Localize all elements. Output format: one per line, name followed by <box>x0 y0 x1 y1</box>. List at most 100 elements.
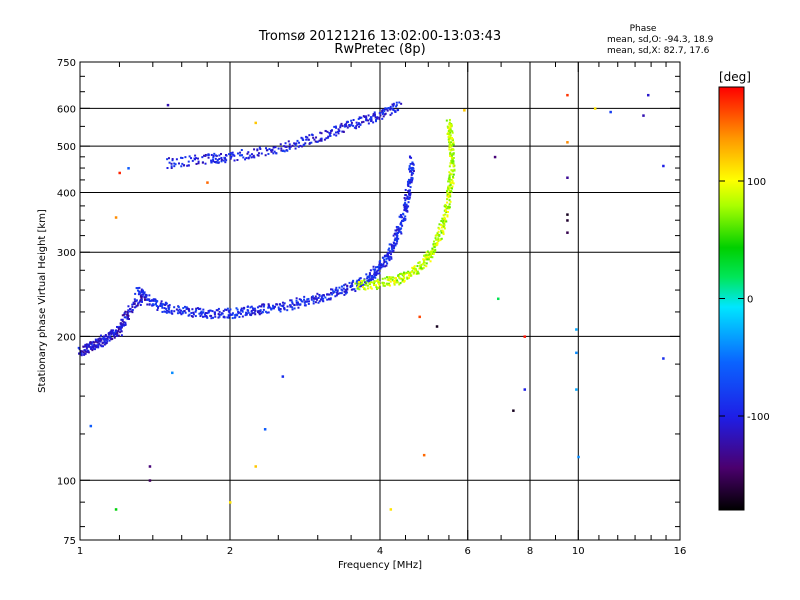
echo-point <box>425 262 428 265</box>
echo-point <box>380 264 383 267</box>
echo-point <box>244 158 247 161</box>
echo-point <box>392 109 395 112</box>
echo-point <box>355 280 358 283</box>
echo-point <box>391 107 394 110</box>
echo-point <box>449 162 452 165</box>
echo-point <box>229 308 232 311</box>
phase-stats-x: mean, sd,X: 82.7, 17.6 <box>607 46 710 56</box>
echo-point <box>369 279 372 282</box>
echo-point <box>394 244 397 247</box>
echo-point <box>196 157 199 160</box>
echo-point <box>245 313 248 316</box>
echo-point <box>181 162 184 165</box>
echo-point <box>249 306 252 309</box>
echo-point <box>171 159 174 162</box>
echo-point <box>430 252 433 255</box>
echo-point <box>168 304 171 307</box>
echo-point <box>251 312 254 315</box>
echo-point <box>364 288 367 291</box>
echo-point <box>385 264 388 267</box>
scatter-point <box>512 409 515 412</box>
echo-point <box>367 122 370 125</box>
echo-point <box>395 105 398 108</box>
echo-point <box>316 140 319 143</box>
echo-point <box>452 162 455 165</box>
echo-point <box>383 113 386 116</box>
echo-point <box>197 307 200 310</box>
echo-point <box>250 156 253 159</box>
echo-point <box>450 156 453 159</box>
echo-point <box>103 341 106 344</box>
echo-point <box>447 138 450 141</box>
echo-point <box>376 272 379 275</box>
echo-point <box>243 306 246 309</box>
echo-point <box>167 310 170 313</box>
echo-point <box>295 301 298 304</box>
echo-point <box>120 323 123 326</box>
echo-point <box>449 149 452 152</box>
echo-point <box>447 194 450 197</box>
echo-point <box>358 116 361 119</box>
echo-point <box>443 205 446 208</box>
echo-point <box>212 154 215 157</box>
echo-point <box>445 206 448 209</box>
echo-point <box>426 250 429 253</box>
echo-point <box>396 231 399 234</box>
echo-point <box>382 111 385 114</box>
echo-point <box>179 311 182 314</box>
echo-point <box>84 343 87 346</box>
echo-point <box>436 234 439 237</box>
echo-point <box>379 114 382 117</box>
echo-point <box>213 311 216 314</box>
echo-point <box>145 295 148 298</box>
echo-point <box>448 207 451 210</box>
echo-point <box>301 300 304 303</box>
echo-point <box>357 283 360 286</box>
echo-point <box>240 308 243 311</box>
echo-point <box>412 169 415 172</box>
echo-point <box>249 313 252 316</box>
echo-point <box>326 298 329 301</box>
echo-point <box>446 193 449 196</box>
echo-point <box>344 283 347 286</box>
echo-point <box>448 143 451 146</box>
echo-point <box>304 142 307 145</box>
scatter-point <box>118 171 121 175</box>
echo-point <box>371 281 374 284</box>
echo-point <box>353 126 356 129</box>
echo-point <box>194 315 197 318</box>
echo-point <box>408 273 411 276</box>
echo-point <box>341 124 344 127</box>
echo-point <box>131 305 134 308</box>
echo-point <box>386 282 389 285</box>
echo-point <box>97 338 100 341</box>
echo-point <box>295 299 298 302</box>
echo-point <box>246 152 249 155</box>
echo-point <box>275 152 278 155</box>
echo-point <box>336 130 339 133</box>
echo-point <box>156 300 159 303</box>
echo-point <box>404 207 407 210</box>
scatter-point <box>171 371 174 375</box>
echo-point <box>449 128 452 131</box>
echo-point <box>417 272 420 275</box>
echo-point <box>426 253 429 256</box>
echo-point <box>126 316 129 319</box>
echo-point <box>385 260 388 263</box>
echo-point <box>450 178 453 181</box>
echo-point <box>446 191 449 194</box>
echo-point <box>250 153 253 156</box>
echo-point <box>449 173 452 176</box>
echo-point <box>320 296 323 299</box>
echo-point <box>239 312 242 315</box>
echo-point <box>443 220 446 223</box>
echo-point <box>303 143 306 146</box>
echo-point <box>280 149 283 152</box>
echo-point <box>317 296 320 299</box>
echo-point <box>367 276 370 279</box>
echo-point <box>446 198 449 201</box>
echo-point <box>374 266 377 269</box>
echo-point <box>287 140 290 143</box>
echo-point <box>360 121 363 124</box>
echo-point <box>117 328 120 331</box>
